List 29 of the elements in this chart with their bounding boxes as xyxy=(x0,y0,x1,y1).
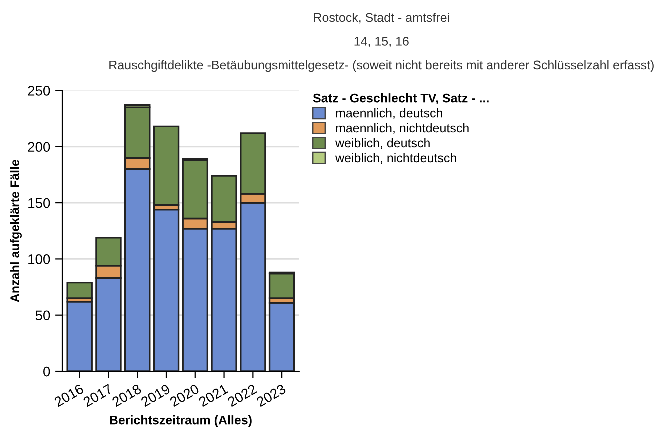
x-tick-label: 2022 xyxy=(227,384,258,408)
legend-label: maennlich, nichtdeutsch xyxy=(336,123,469,134)
text: 14, 15, 16 xyxy=(354,37,409,48)
y-tick-label: 200 xyxy=(28,142,50,152)
bar xyxy=(66,301,93,372)
x-axis-title: Berichtszeitraum (Alles) xyxy=(110,416,252,428)
text: Rostock, Stadt - amtsfrei xyxy=(314,12,450,24)
legend-title: Satz - Geschlecht TV, Satz - ... xyxy=(313,94,489,105)
x-tick-label: 2023 xyxy=(256,384,287,408)
x-tick-label: 2020 xyxy=(169,384,200,408)
x-tick-label: 2016 xyxy=(54,384,84,408)
legend-label: weiblich, deutsch xyxy=(335,138,430,150)
legend-label: maennlich, deutsch xyxy=(336,108,442,120)
bar xyxy=(268,302,296,372)
bar xyxy=(153,126,180,206)
y-tick-label: 0 xyxy=(44,366,50,377)
y-tick-label: 100 xyxy=(28,254,50,264)
x-tick-label: 2017 xyxy=(82,384,114,408)
x-tick-label: 2018 xyxy=(112,384,142,408)
bar xyxy=(153,208,180,372)
y-tick-label: 150 xyxy=(28,198,50,208)
x-tick-label: 2021 xyxy=(198,384,229,408)
x-tick-label: 2019 xyxy=(140,384,172,408)
legend-label: weiblich, nichtdeutsch xyxy=(335,153,456,164)
y-tick-label: 50 xyxy=(36,310,50,321)
y-axis-title: Anzahl aufgeklärte Fälle xyxy=(10,160,22,302)
y-tick-label: 250 xyxy=(28,86,50,96)
bar xyxy=(66,282,93,300)
text: Rauschgiftdelikte -Betäubungsmittelgesetz- (soweit nicht bereits mit anderer Schlüsselzahl erfasst) xyxy=(110,60,654,72)
